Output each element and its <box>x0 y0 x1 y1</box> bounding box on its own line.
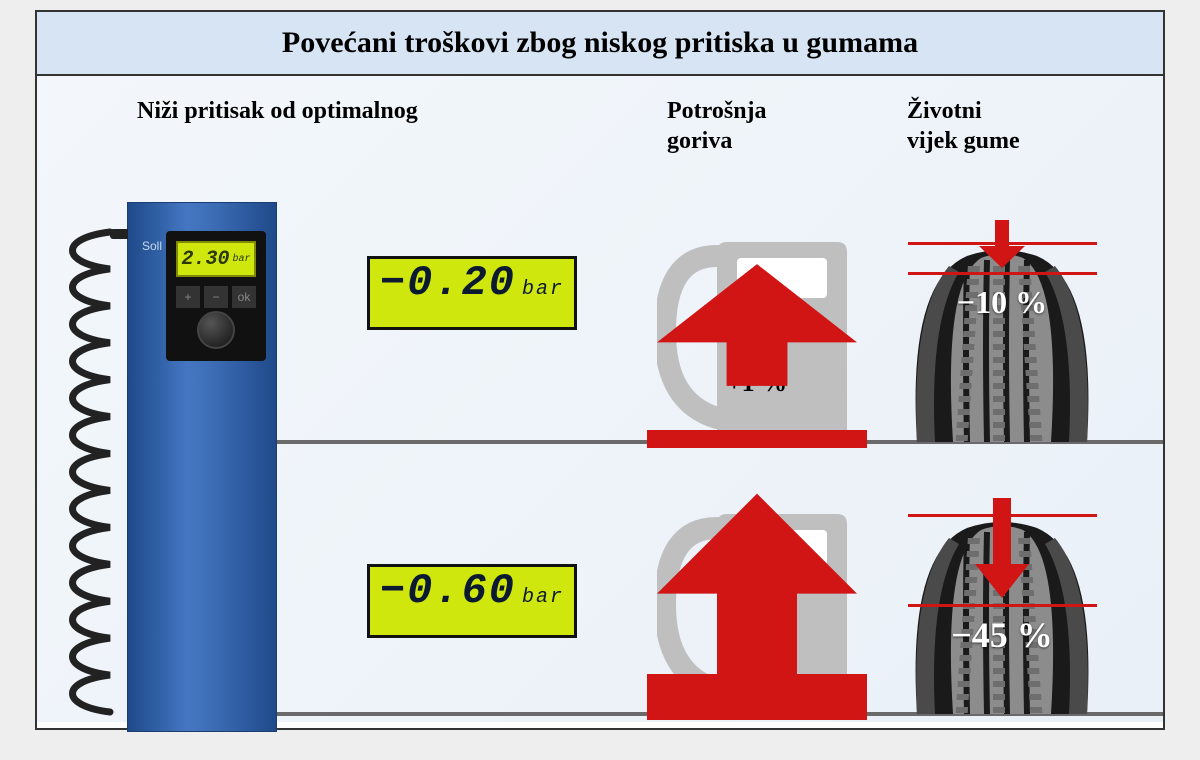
wear-line-bot-row1 <box>908 272 1097 275</box>
tire-row2: −45 % <box>897 484 1107 714</box>
lcd-badge-row1-unit: bar <box>522 278 564 301</box>
fuel-pump-base-row1 <box>647 430 867 448</box>
inflator-buttons: + − ok <box>176 286 256 308</box>
btn-plus: + <box>176 286 200 308</box>
header-tire: Životni vijek gume <box>907 96 1020 156</box>
fuel-pump-row1: +1 % <box>657 232 857 442</box>
tire-label-row2: −45 % <box>951 614 1053 656</box>
fuel-pump-row2: +4 % <box>657 504 857 714</box>
inflator-lcd-unit: bar <box>233 254 251 265</box>
arrow-down-icon-row2-tire <box>975 498 1029 598</box>
wear-line-bot-row2 <box>908 604 1097 607</box>
lcd-badge-row2-value: −0.60 <box>380 567 516 615</box>
arrow-down-icon-row1-tire <box>979 220 1025 268</box>
hose-icon <box>55 202 125 732</box>
header-pressure: Niži pritisak od optimalnog <box>137 96 418 126</box>
btn-ok: ok <box>232 286 256 308</box>
content-area: Niži pritisak od optimalnog Potrošnja go… <box>37 76 1163 722</box>
infographic-panel: Povećani troškovi zbog niskog pritiska u… <box>35 10 1165 730</box>
tire-label-row1: −10 % <box>957 284 1047 321</box>
lcd-badge-row1-value: −0.20 <box>380 259 516 307</box>
arrow-up-icon-row1-fuel <box>657 220 857 430</box>
lcd-badge-row2-unit: bar <box>522 586 564 609</box>
title-text: Povećani troškovi zbog niskog pritiska u… <box>282 26 918 59</box>
btn-minus: − <box>204 286 228 308</box>
arrow-up-icon-row2-fuel <box>657 492 857 702</box>
tire-row1: −10 % <box>897 212 1107 442</box>
inflator-lcd-value: 2.30 <box>181 248 229 271</box>
inflator-lcd: 2.30 bar <box>176 241 256 277</box>
air-inflator-station: 2.30 bar + − ok <box>127 202 277 732</box>
header-fuel: Potrošnja goriva <box>667 96 767 156</box>
inflator-knob <box>197 311 235 349</box>
lcd-badge-row1: −0.20 bar <box>367 256 577 330</box>
title-bar: Povećani troškovi zbog niskog pritiska u… <box>37 12 1163 76</box>
lcd-badge-row2: −0.60 bar <box>367 564 577 638</box>
inflator-panel: 2.30 bar + − ok <box>166 231 266 361</box>
